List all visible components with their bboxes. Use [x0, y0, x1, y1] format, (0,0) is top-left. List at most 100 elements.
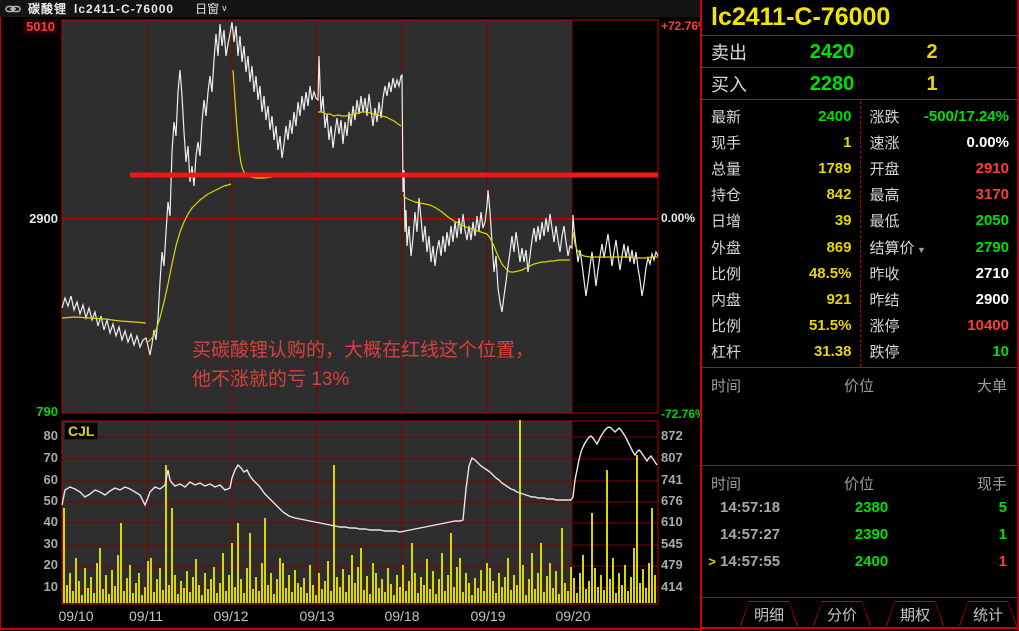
volume-bar: [477, 588, 479, 603]
trades-section: 时间 价位 现手 14:57:18 2380 5 14:57:27 2390 1 >14:5…: [702, 467, 1017, 598]
trade-time: 14:57:27: [720, 526, 781, 543]
volume-bar: [99, 548, 101, 603]
volume-bar: [471, 595, 473, 603]
settlement-dropdown-icon[interactable]: ▼: [914, 244, 926, 255]
volume-bar: [573, 578, 575, 603]
bid-price[interactable]: 2280: [809, 72, 855, 95]
volume-bar: [294, 570, 296, 603]
tab-明细[interactable]: 明细: [740, 601, 798, 626]
stat-row: 开盘 2910: [861, 158, 1018, 179]
volume-bar: [306, 593, 308, 603]
volume-bar: [450, 533, 452, 603]
volume-bar: [90, 577, 92, 603]
volume-bar: [420, 577, 422, 603]
price-volume-chart[interactable]: [0, 0, 700, 631]
volume-bar: [102, 589, 104, 603]
tab-期权[interactable]: 期权: [886, 601, 944, 626]
stat-value: 31.38: [813, 343, 852, 361]
volume-bar: [288, 575, 290, 603]
stat-value: 0.00%: [966, 133, 1009, 151]
contract-code: lc2411-C-76000: [74, 1, 175, 16]
volume-bar: [612, 558, 614, 603]
trade-row[interactable]: 14:57:18 2380 5: [702, 494, 1017, 521]
volume-bar: [405, 591, 407, 603]
volume-bar: [564, 583, 566, 603]
volume-bar: [648, 563, 650, 603]
stat-row: 涨跌 -500/17.24%: [861, 106, 1018, 127]
tab-分价[interactable]: 分价: [813, 601, 871, 626]
volume-bar: [204, 573, 206, 603]
volume-bar: [105, 575, 107, 603]
volume-bar: [486, 563, 488, 603]
volume-bar: [309, 565, 311, 603]
volume-bar: [519, 420, 521, 603]
volume-bar: [522, 565, 524, 603]
volume-bar: [258, 591, 260, 603]
volume-bar: [132, 593, 134, 603]
link-icon[interactable]: [5, 4, 21, 14]
period-selector[interactable]: 日窗 ∨: [195, 0, 228, 17]
bid-row: 买入 2280 1: [702, 69, 1017, 100]
trades-col-time: 时间: [711, 476, 742, 493]
volume-bar: [615, 593, 617, 603]
volume-bar: [597, 587, 599, 603]
stat-row: 持仓 842: [702, 184, 860, 205]
volume-bar: [444, 591, 446, 603]
volume-bar: [582, 555, 584, 603]
volume-bar: [264, 518, 266, 603]
stat-value: 2050: [975, 212, 1009, 230]
volume-bar: [630, 577, 632, 603]
volume-bar: [165, 465, 167, 603]
ask-qty: 2: [926, 40, 938, 63]
stat-label: 速涨: [869, 134, 900, 152]
volume-bar: [414, 573, 416, 603]
volume-bar: [255, 577, 257, 603]
volume-bar: [354, 583, 356, 603]
ask-price[interactable]: 2420: [809, 40, 855, 63]
stat-label: 最新: [711, 108, 742, 126]
stat-value: 1789: [818, 159, 852, 177]
volume-bar: [237, 523, 239, 603]
stat-label: 持仓: [711, 187, 742, 205]
volume-bar: [531, 553, 533, 603]
stats-grid: 最新 2400 现手 1 总量 1789 持仓 842 日增 39 外盘 869 比例 48.5% 内盘 92…: [702, 101, 1017, 368]
stat-row: 总量 1789: [702, 158, 860, 179]
volume-bar: [138, 573, 140, 603]
volume-bar: [567, 591, 569, 603]
volume-bar: [201, 595, 203, 603]
stat-row: 比例 51.5%: [702, 315, 860, 336]
volume-bar: [228, 575, 230, 603]
ask-row: 卖出 2420 2: [702, 37, 1017, 68]
open-interest-line: [61, 426, 658, 533]
volume-bar: [528, 579, 530, 603]
volume-bar: [579, 573, 581, 603]
volume-bar: [375, 573, 377, 603]
ask-label: 卖出: [711, 43, 747, 63]
volume-bar: [546, 576, 548, 603]
volume-bar: [483, 591, 485, 603]
stat-value: 10400: [967, 317, 1009, 335]
tab-统计[interactable]: 统计: [959, 601, 1017, 626]
trade-row[interactable]: >14:57:55 2400 1: [702, 548, 1017, 575]
volume-bar: [636, 455, 638, 603]
bid-label: 买入: [711, 75, 747, 95]
volume-bar: [381, 579, 383, 603]
stat-label: 跌停: [869, 344, 900, 362]
trade-row[interactable]: 14:57:27 2390 1: [702, 521, 1017, 548]
volume-bar: [321, 589, 323, 603]
trade-price: 2380: [854, 499, 889, 516]
volume-bar: [81, 595, 83, 603]
volume-bar: [432, 571, 434, 603]
stat-value: 842: [826, 186, 852, 204]
volume-bar: [372, 563, 374, 603]
volume-bar: [408, 581, 410, 603]
volume-bar: [651, 508, 653, 603]
volume-bar: [468, 583, 470, 603]
volume-bar: [297, 583, 299, 603]
volume-bar: [261, 563, 263, 603]
volume-bar: [348, 575, 350, 603]
volume-bar: [456, 567, 458, 603]
volume-bar: [162, 590, 164, 603]
tab-label: 统计: [960, 602, 1016, 626]
stat-row: 比例 48.5%: [702, 263, 860, 284]
